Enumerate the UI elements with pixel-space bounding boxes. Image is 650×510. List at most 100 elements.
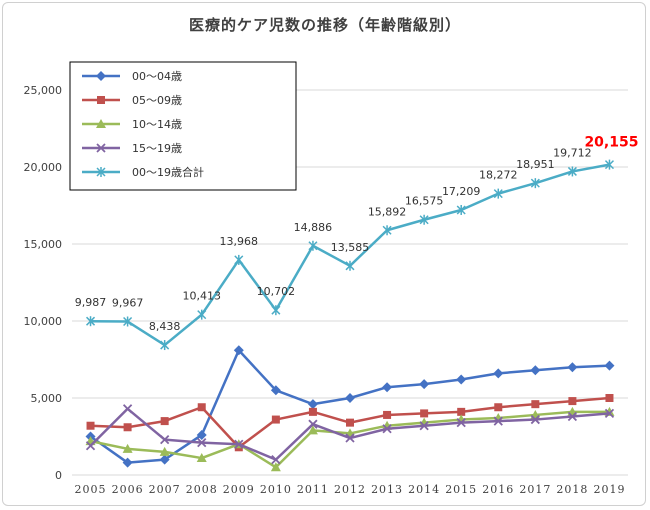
data-label: 15,892: [368, 205, 407, 218]
x-tick-label: 2017: [519, 483, 551, 496]
data-point: [123, 316, 133, 327]
data-point: [493, 416, 503, 426]
data-point: [346, 418, 354, 427]
data-point: [96, 119, 106, 128]
data-point: [420, 409, 429, 418]
data-point: [85, 441, 96, 451]
data-point: [382, 424, 392, 434]
data-point: [604, 159, 614, 170]
data-point: [233, 345, 244, 356]
data-point: [234, 254, 244, 265]
data-point: [307, 425, 318, 435]
legend-label: 00～19歳合計: [132, 165, 204, 179]
data-point: [160, 434, 170, 445]
x-tick-label: 2007: [149, 483, 181, 496]
data-point: [308, 407, 317, 416]
data-point: [530, 365, 541, 376]
data-label: 9,987: [75, 296, 107, 309]
data-point: [96, 71, 106, 81]
data-point: [493, 188, 503, 199]
data-label: 16,575: [405, 195, 444, 208]
data-point: [419, 421, 429, 431]
data-point: [270, 462, 281, 472]
data-point: [382, 382, 393, 393]
y-tick-label: 0: [55, 469, 62, 482]
legend-label: 05～09歳: [132, 94, 182, 107]
x-tick-label: 2011: [297, 483, 329, 496]
data-point: [494, 403, 503, 412]
data-point: [160, 340, 170, 351]
data-point: [605, 394, 614, 402]
data-point: [419, 379, 430, 390]
data-point: [197, 438, 207, 448]
data-point: [197, 403, 206, 412]
x-tick-label: 2016: [482, 483, 514, 496]
data-point: [456, 418, 466, 428]
data-point: [345, 433, 355, 443]
data-point: [197, 309, 207, 320]
data-label: 17,209: [442, 185, 481, 198]
x-tick-label: 2005: [75, 483, 107, 496]
x-tick-label: 2008: [186, 483, 218, 496]
data-point: [567, 166, 577, 177]
data-point: [159, 446, 170, 456]
x-tick-label: 2010: [260, 483, 292, 496]
data-point: [123, 423, 132, 432]
data-point: [382, 225, 392, 236]
data-point: [159, 454, 170, 465]
data-label: 13,968: [220, 235, 259, 248]
x-tick-label: 2006: [112, 483, 144, 496]
data-point: [96, 143, 106, 153]
data-point: [456, 204, 466, 215]
data-point: [604, 408, 615, 419]
data-point: [383, 410, 392, 419]
data-point: [345, 393, 355, 403]
data-point: [97, 96, 105, 104]
data-point: [270, 385, 281, 396]
data-label: 10,413: [182, 290, 221, 303]
legend-label: 10～14歳: [132, 118, 182, 131]
data-point: [567, 362, 578, 373]
chart-title: 医療的ケア児数の推移（年齢階級別）: [188, 16, 461, 34]
legend-label: 00～04歳: [132, 70, 182, 83]
data-point: [86, 421, 95, 430]
data-label: 20,155: [584, 135, 638, 151]
data-point: [530, 178, 540, 189]
y-tick-label: 20,000: [24, 161, 63, 174]
data-point: [457, 407, 466, 416]
data-point: [604, 360, 615, 371]
series-line: [90, 163, 610, 347]
data-label: 10,702: [257, 285, 296, 298]
data-point: [196, 429, 207, 440]
x-tick-label: 2013: [371, 483, 403, 496]
data-point: [122, 404, 133, 414]
data-point: [307, 399, 318, 410]
y-tick-label: 5,000: [31, 392, 63, 405]
data-point: [308, 419, 318, 429]
data-point: [531, 400, 540, 409]
y-tick-label: 10,000: [24, 315, 63, 328]
data-point: [419, 214, 429, 225]
y-tick-label: 25,000: [24, 84, 63, 97]
data-label: 18,272: [479, 169, 518, 182]
data-point: [196, 453, 207, 463]
data-point: [456, 374, 467, 385]
legend-box: [69, 61, 297, 191]
data-point: [271, 305, 281, 316]
x-tick-label: 2018: [556, 483, 588, 496]
x-tick-label: 2012: [334, 483, 366, 496]
data-label: 19,712: [553, 146, 592, 159]
data-point: [122, 443, 133, 453]
data-point: [568, 397, 577, 406]
data-point: [345, 260, 355, 271]
data-point: [493, 368, 504, 379]
data-point: [271, 454, 281, 465]
y-tick-label: 15,000: [24, 238, 63, 251]
x-tick-label: 2019: [593, 483, 625, 496]
data-point: [530, 414, 540, 425]
x-tick-label: 2009: [223, 483, 255, 496]
data-point: [86, 316, 96, 327]
legend-label: 15～19歳: [132, 142, 182, 155]
data-point: [160, 417, 169, 426]
